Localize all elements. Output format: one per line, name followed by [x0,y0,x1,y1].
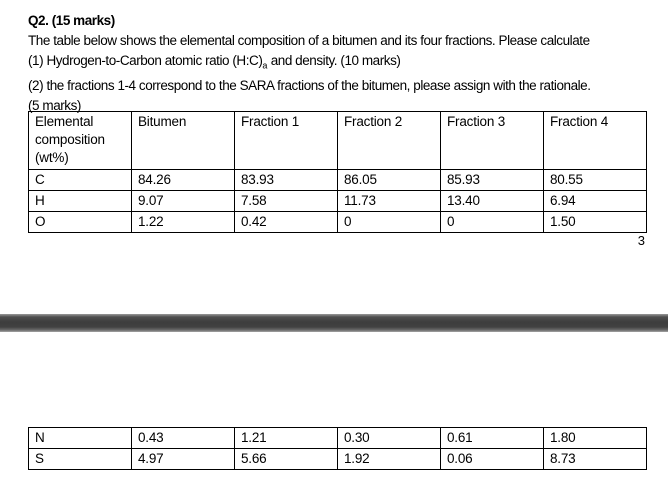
value-cell: 0.42 [234,211,338,233]
element-cell: S [28,448,132,470]
value-cell: 6.94 [543,190,647,212]
value-cell: 0.30 [337,427,441,449]
composition-table-continued: N 0.43 1.21 0.30 0.61 1.80 S 4.97 5.66 1… [28,427,647,470]
question-item-1-text: (1) Hydrogen-to-Carbon atomic ratio (H:C… [28,53,263,68]
element-cell: O [28,211,132,233]
value-cell: 0.43 [131,427,235,449]
page-separator [0,314,668,332]
composition-table: Elemental composition (wt%) Bitumen Frac… [28,111,647,233]
value-cell: 85.93 [440,169,544,191]
value-cell: 0.61 [440,427,544,449]
table-row-oxygen: O 1.22 0.42 0 0 1.50 [28,211,647,233]
question-block: Q2. (15 marks) The table below shows the… [28,11,591,116]
value-cell: 1.22 [131,211,235,233]
header-cell-elemental-composition: Elemental composition (wt%) [28,111,132,170]
table-row-nitrogen: N 0.43 1.21 0.30 0.61 1.80 [28,427,647,449]
document-page-3: Q2. (15 marks) The table below shows the… [28,11,647,248]
element-cell: C [28,169,132,191]
element-cell: H [28,190,132,212]
element-cell: N [28,427,132,449]
value-cell: 8.73 [543,448,647,470]
hc-ratio-subscript: a [262,60,268,71]
value-cell: 13.40 [440,190,544,212]
value-cell: 4.97 [131,448,235,470]
value-cell: 7.58 [234,190,338,212]
value-cell: 11.73 [337,190,441,212]
value-cell: 1.80 [543,427,647,449]
value-cell: 0.06 [440,448,544,470]
question-item-1-tail: and density. (10 marks) [267,53,401,68]
value-cell: 84.26 [131,169,235,191]
question-item-3: (5 marks) [28,97,81,113]
question-item-1: (1) Hydrogen-to-Carbon atomic ratio (H:C… [28,51,591,76]
question-intro: The table below shows the elemental comp… [28,33,590,48]
header-cell-fraction-4: Fraction 4 [543,111,647,170]
header-cell-fraction-2: Fraction 2 [337,111,441,170]
header-cell-fraction-1: Fraction 1 [234,111,338,170]
question-item-2: (2) the fractions 1-4 correspond to the … [28,77,591,93]
table-row-hydrogen: H 9.07 7.58 11.73 13.40 6.94 [28,190,647,212]
value-cell: 1.92 [337,448,441,470]
value-cell: 0 [440,211,544,233]
value-cell: 0 [337,211,441,233]
value-cell: 5.66 [234,448,338,470]
table-row-carbon: C 84.26 83.93 86.05 85.93 80.55 [28,169,647,191]
header-cell-fraction-3: Fraction 3 [440,111,544,170]
value-cell: 1.21 [234,427,338,449]
table-header-row: Elemental composition (wt%) Bitumen Frac… [28,111,647,170]
value-cell: 80.55 [543,169,647,191]
value-cell: 86.05 [337,169,441,191]
value-cell: 83.93 [234,169,338,191]
document-page-4: N 0.43 1.21 0.30 0.61 1.80 S 4.97 5.66 1… [0,332,668,483]
table-row-sulfur: S 4.97 5.66 1.92 0.06 8.73 [28,448,647,470]
value-cell: 1.50 [543,211,647,233]
page-number: 3 [637,233,645,248]
value-cell: 9.07 [131,190,235,212]
question-heading: Q2. (15 marks) [28,13,115,28]
header-cell-bitumen: Bitumen [131,111,235,170]
